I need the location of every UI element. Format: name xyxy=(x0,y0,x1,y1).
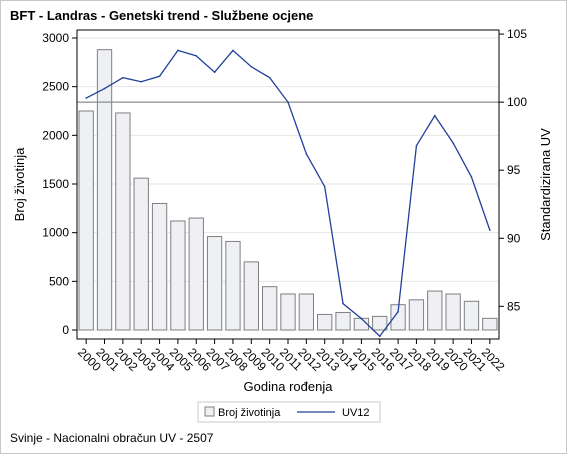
uv12-point xyxy=(397,310,399,313)
uv12-point xyxy=(489,229,491,231)
x-axis-label: Godina rođenja xyxy=(244,379,334,394)
bar xyxy=(280,293,296,331)
bar xyxy=(390,304,406,331)
legend-box xyxy=(197,401,381,423)
y-axis-right-label: Standardizirana UV xyxy=(538,128,553,241)
bar xyxy=(151,202,168,331)
bar xyxy=(317,313,333,331)
legend-label-bar: Broj životinja xyxy=(218,407,281,419)
right-tick-label: 105 xyxy=(507,27,527,41)
bar xyxy=(133,177,149,331)
bar xyxy=(298,293,315,331)
legend-swatch-bar xyxy=(204,406,215,417)
uv12-point xyxy=(268,76,271,79)
right-tick-label: 90 xyxy=(507,231,521,245)
bar xyxy=(261,286,278,331)
bar xyxy=(463,300,480,331)
bar xyxy=(427,290,443,331)
left-tick-label: 2500 xyxy=(42,80,69,94)
uv12-point xyxy=(305,153,308,155)
bar xyxy=(78,110,94,331)
uv12-point xyxy=(378,335,381,338)
left-tick-label: 0 xyxy=(62,323,69,337)
uv12-point xyxy=(250,65,253,68)
bar xyxy=(445,293,461,331)
uv12-point xyxy=(323,185,326,188)
right-tick-label: 95 xyxy=(507,163,521,177)
uv12-point xyxy=(213,71,216,73)
uv12-point xyxy=(195,55,198,57)
legend-label-line: UV12 xyxy=(342,407,370,419)
bar xyxy=(408,299,425,331)
uv12-point xyxy=(415,144,418,147)
uv12-point xyxy=(433,114,436,117)
bar xyxy=(243,261,259,331)
bar xyxy=(115,112,131,331)
bar xyxy=(482,317,498,331)
left-tick-label: 1500 xyxy=(42,177,69,191)
bar xyxy=(372,315,388,331)
bar xyxy=(225,240,241,331)
uv12-point xyxy=(287,101,289,103)
uv12-point xyxy=(122,76,124,79)
left-tick-label: 2000 xyxy=(42,128,69,142)
uv12-point xyxy=(177,49,179,52)
uv12-point xyxy=(342,302,344,305)
uv12-point xyxy=(140,80,143,83)
right-tick-label: 85 xyxy=(507,299,521,313)
bar xyxy=(170,220,186,331)
left-tick-label: 1000 xyxy=(42,226,69,240)
footnote: Svinje - Nacionalni obračun UV - 2507 xyxy=(10,431,214,445)
left-tick-label: 500 xyxy=(49,274,69,288)
uv12-point xyxy=(360,317,363,320)
uv12-point xyxy=(85,97,87,99)
bar xyxy=(206,236,223,331)
bar xyxy=(188,217,204,331)
bar xyxy=(96,49,113,331)
uv12-point xyxy=(232,49,234,52)
left-tick-label: 3000 xyxy=(42,31,69,45)
uv12-point xyxy=(452,142,454,144)
uv12-point xyxy=(103,87,106,90)
chart-title: BFT - Landras - Genetski trend - Služben… xyxy=(10,8,314,23)
uv12-point xyxy=(470,176,473,178)
y-axis-left-label: Broj životinja xyxy=(12,147,27,221)
uv12-point xyxy=(158,75,161,78)
bar xyxy=(335,311,351,331)
right-tick-label: 100 xyxy=(507,95,527,109)
